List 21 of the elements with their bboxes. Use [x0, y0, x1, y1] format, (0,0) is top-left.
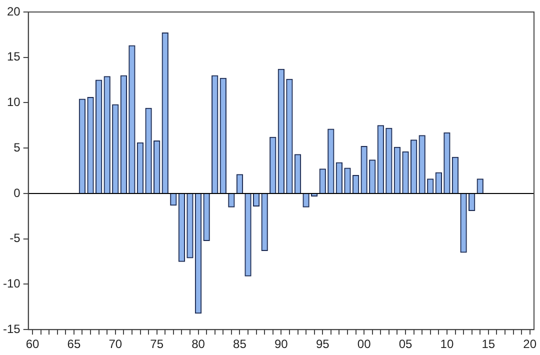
x-tick-label: 05: [398, 337, 413, 352]
y-tick-label: 5: [14, 140, 21, 154]
x-tick-label: 10: [440, 337, 454, 352]
y-tick-label: 15: [6, 50, 21, 64]
y-tick-label: 10: [6, 95, 21, 110]
y-tick-label: -15: [3, 322, 21, 336]
x-tick-label: 80: [192, 337, 206, 352]
x-tick-label: 15: [482, 337, 496, 352]
y-tick-label: 20: [6, 4, 21, 18]
x-tick-label: 70: [108, 337, 122, 352]
y-tick-label: -5: [10, 231, 21, 246]
x-tick-label: 90: [274, 337, 288, 352]
x-tick-label: 60: [26, 337, 40, 352]
x-tick-label: 95: [316, 337, 330, 352]
x-tick-label: 85: [233, 337, 247, 352]
x-tick-label: 65: [67, 337, 81, 352]
y-tick-label: -10: [3, 276, 21, 291]
x-tick-label: 20: [523, 337, 537, 352]
x-tick-label: 00: [357, 337, 372, 352]
y-tick-label: 0: [14, 186, 21, 200]
x-tick-label: 75: [150, 337, 164, 352]
